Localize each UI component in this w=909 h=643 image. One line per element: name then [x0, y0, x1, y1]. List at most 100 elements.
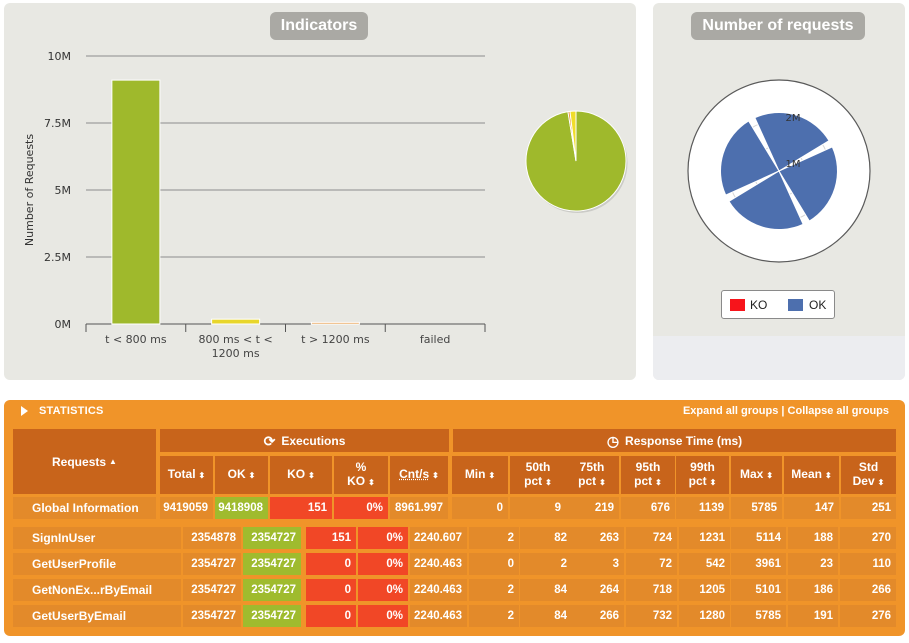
executions-label: Executions	[281, 433, 346, 448]
collapse-all-groups-link[interactable]: Collapse all groups	[787, 405, 889, 417]
sort-icon[interactable]: ⬍	[368, 478, 375, 487]
column-header-99th-pct[interactable]: 99th pct ⬍	[676, 456, 729, 494]
request-row-cell: 23	[788, 553, 838, 575]
request-row-cell: 2	[520, 553, 572, 575]
request-row-cell: 84	[520, 605, 572, 627]
request-row-cell: 191	[788, 605, 838, 627]
request-row-cell: 2	[469, 527, 519, 549]
request-row-name[interactable]: SignInUser	[13, 527, 181, 549]
column-header-max[interactable]: Max ⬍	[731, 456, 782, 494]
x-tick-label: t < 800 ms	[105, 333, 167, 346]
request-row-cell: 5114	[731, 527, 786, 549]
sort-icon[interactable]: ⬍	[766, 471, 774, 480]
request-row-cell: 263	[572, 527, 624, 549]
global-cell: 676	[621, 497, 675, 519]
request-row-cell: 0	[469, 553, 519, 575]
sort-icon[interactable]: ⬍	[488, 471, 496, 480]
statistics-title[interactable]: STATISTICS	[39, 405, 104, 417]
column-header-ko[interactable]: KO ⬍	[270, 456, 332, 494]
column-header-label: Min	[464, 467, 486, 481]
y-tick-label: 5M	[55, 184, 72, 197]
column-header-std-dev[interactable]: Std Dev ⬍	[841, 456, 896, 494]
indicators-pie-chart	[525, 110, 628, 213]
request-row-cell: 3961	[731, 553, 786, 575]
column-header-mean[interactable]: Mean ⬍	[784, 456, 839, 494]
request-row-cell: 5785	[731, 605, 786, 627]
request-row-cell: 0%	[358, 553, 408, 575]
requests-column-header[interactable]: Requests ▲	[13, 429, 156, 494]
sort-icon[interactable]: ⬍	[545, 478, 552, 487]
request-row-cell: 2354878	[183, 527, 241, 549]
polar-segment	[728, 170, 804, 230]
request-row-cell: 188	[788, 527, 838, 549]
sort-icon[interactable]: ⬍	[248, 471, 256, 480]
sort-icon[interactable]: ⬍	[432, 471, 439, 480]
column-header-label: Dev	[852, 474, 875, 488]
request-row-cell: 1205	[679, 579, 730, 601]
x-tick-label: 800 ms < t <	[199, 333, 273, 346]
request-row-cell: 266	[572, 605, 624, 627]
request-row-cell: 110	[840, 553, 896, 575]
request-row-cell: 1280	[679, 605, 730, 627]
column-header-ok[interactable]: OK ⬍	[215, 456, 268, 494]
indicators-panel: Indicators 0M 2.5M 5M 7.5M 10M Number of Requ…	[4, 3, 636, 380]
column-header-label: OK	[227, 467, 246, 481]
column-header-label: %	[355, 460, 367, 474]
request-row-name[interactable]: GetUserProfile	[13, 553, 181, 575]
request-row-cell: 2240.607	[410, 527, 467, 549]
column-header-label: pct	[524, 474, 543, 488]
sort-icon[interactable]: ⬍	[599, 478, 606, 487]
y-tick-label: 2.5M	[44, 251, 71, 264]
y-tick-label: 10M	[48, 50, 72, 63]
column-header-label: KO	[347, 474, 366, 488]
column-header-label: 95th	[635, 460, 661, 474]
column-header-label: pct	[578, 474, 597, 488]
sort-icon[interactable]: ⬍	[709, 478, 717, 487]
request-row-cell: 264	[572, 579, 624, 601]
polar-segment	[754, 112, 830, 172]
global-cell: 0%	[334, 497, 388, 519]
column-header-95th-pct[interactable]: 95th pct ⬍	[621, 456, 675, 494]
request-row-cell: 2354727	[243, 527, 301, 549]
pie-slice	[569, 110, 577, 162]
global-cell: 147	[784, 497, 839, 519]
request-row-cell: 2240.463	[410, 579, 467, 601]
sort-icon[interactable]: ⬍	[877, 478, 885, 487]
request-row-cell: 1231	[679, 527, 730, 549]
group-links-separator: |	[778, 405, 788, 417]
request-row-name[interactable]: GetNonEx...rByEmail	[13, 579, 181, 601]
requests-header-label: Requests	[52, 454, 107, 469]
executions-group-header: ⟳ Executions	[160, 429, 449, 452]
request-row-cell: 0	[306, 579, 356, 601]
statistics-panel: STATISTICS Expand all groups | Collapse …	[4, 400, 905, 636]
global-cell: 9418908	[215, 497, 268, 519]
column-header--ko[interactable]: % KO ⬍	[334, 456, 388, 494]
request-row-cell: 2354727	[183, 605, 241, 627]
column-header-50th-pct[interactable]: 50th pct ⬍	[510, 456, 566, 494]
request-row-cell: 2	[469, 579, 519, 601]
collapse-arrow-icon[interactable]	[21, 406, 28, 416]
request-row-cell: 0	[306, 605, 356, 627]
request-row-cell: 186	[788, 579, 838, 601]
column-header-min[interactable]: Min ⬍	[452, 456, 508, 494]
sort-icon[interactable]: ⬍	[308, 471, 315, 480]
polar-tick-label: 1M	[786, 159, 801, 170]
column-header-cnt-s[interactable]: Cnt/s ⬍	[390, 456, 448, 494]
sort-icon[interactable]: ⬍	[655, 478, 662, 487]
y-axis-label: Number of Requests	[23, 134, 36, 246]
column-header-total[interactable]: Total ⬍	[160, 456, 213, 494]
polar-segment	[778, 146, 838, 222]
legend-ok-label[interactable]: OK	[809, 298, 827, 312]
expand-all-groups-link[interactable]: Expand all groups	[682, 405, 779, 417]
x-tick-label: 1200 ms	[212, 347, 260, 360]
legend-ko-label[interactable]: KO	[750, 298, 768, 312]
sort-icon[interactable]: ⬍	[824, 471, 832, 480]
request-row-cell: 2354727	[183, 579, 241, 601]
sort-asc-icon[interactable]: ▲	[109, 456, 117, 466]
request-row-cell: 542	[679, 553, 730, 575]
sort-icon[interactable]: ⬍	[198, 471, 206, 480]
column-header-75th-pct[interactable]: 75th pct ⬍	[565, 456, 619, 494]
request-row-name[interactable]: GetUserByEmail	[13, 605, 181, 627]
request-row-cell: 2354727	[183, 553, 241, 575]
global-cell: 151	[270, 497, 332, 519]
